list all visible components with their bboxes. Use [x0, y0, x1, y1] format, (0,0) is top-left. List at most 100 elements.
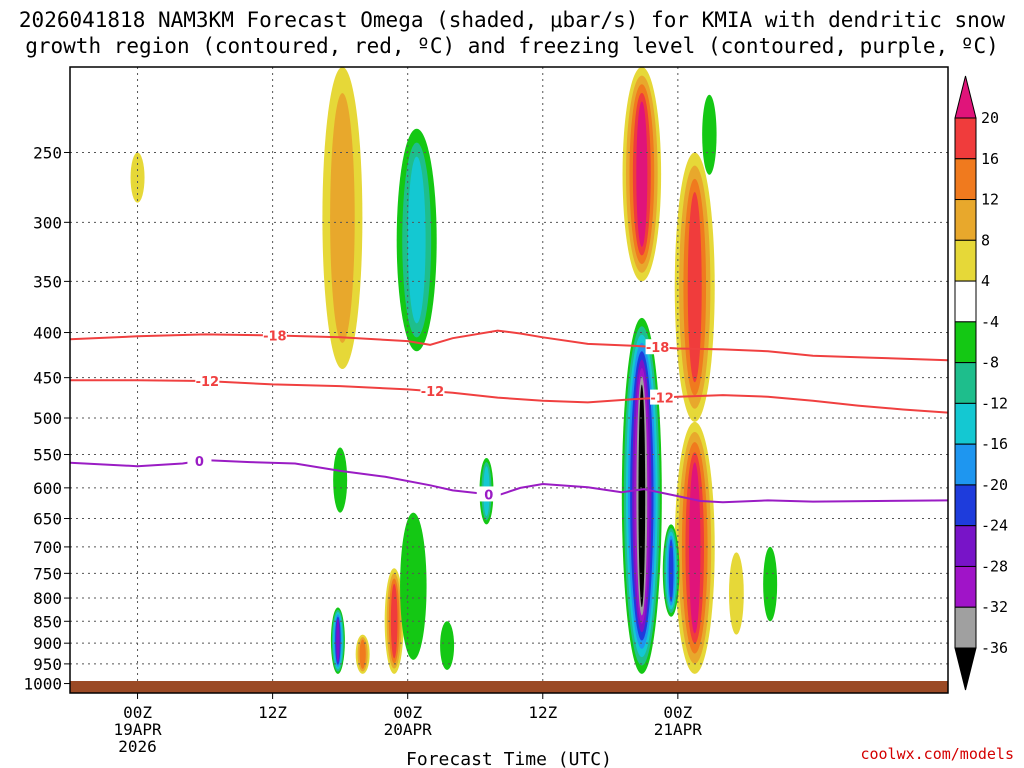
omega-feature-12 — [674, 152, 715, 422]
y-tick-750: 750 — [33, 564, 62, 583]
omega-feature-16 — [728, 552, 744, 635]
omega-level--22 — [668, 539, 674, 602]
colorbar-tick-16: 16 — [981, 150, 999, 168]
credit-label: coolwx.com/models — [860, 745, 1014, 763]
x-tick-0-line-2: 2026 — [118, 737, 157, 756]
omega-level--14 — [407, 156, 426, 324]
freezing-level-0-label-1: 0 — [484, 488, 493, 503]
x-axis-label: Forecast Time (UTC) — [406, 749, 612, 768]
colorbar-tick--12: -12 — [981, 394, 1008, 412]
colorbar-tick--4: -4 — [981, 313, 999, 331]
pressure-axis: 250 300 350 400 450 500 550 600 650 700 750 800 850 9… — [23, 143, 70, 694]
y-tick-600: 600 — [33, 479, 62, 498]
freezing-level-0-line — [70, 459, 948, 504]
omega-feature-17 — [763, 546, 778, 622]
omega-level-14 — [359, 639, 366, 669]
omega-feature-8 — [440, 621, 455, 670]
colorbar-level--28 — [954, 525, 977, 567]
colorbar-tick--8: -8 — [981, 354, 999, 372]
dgz-minus-12-label-bg-0 — [195, 373, 220, 389]
y-tick-900: 900 — [33, 634, 62, 653]
colorbar-tick-12: 12 — [981, 191, 999, 209]
ground-surface — [70, 681, 948, 693]
chart-title-line-1: 2026041818 NAM3KM Forecast Omega (shaded… — [19, 8, 1006, 32]
colorbar-level-12 — [954, 158, 977, 201]
dgz-minus-18-label-0: -18 — [263, 329, 287, 344]
y-tick-700: 700 — [33, 538, 62, 557]
dgz-minus-12-label-2: -12 — [650, 392, 674, 407]
colorbar-tick--24: -24 — [981, 517, 1008, 535]
omega-feature-15 — [702, 94, 717, 175]
omega-level-6 — [728, 552, 744, 635]
colorbar-level-8 — [954, 199, 977, 241]
y-tick-650: 650 — [33, 510, 62, 529]
x-tick-0-line-1: 19APR — [113, 720, 162, 739]
x-tick-0-line-0: 00Z — [123, 703, 152, 722]
colorbar-level--12 — [954, 362, 977, 404]
omega-feature-2 — [396, 128, 437, 352]
colorbar-level-20 — [954, 75, 977, 119]
x-tick-24-line-1: 20APR — [384, 720, 433, 739]
plot-frame — [69, 66, 949, 694]
omega-feature-6 — [355, 634, 370, 674]
y-tick-950: 950 — [33, 655, 62, 674]
colorbar-level--4 — [954, 280, 977, 323]
y-tick-250: 250 — [33, 143, 62, 162]
colorbar-tick--32: -32 — [981, 598, 1008, 616]
chart-title-line-2: growth region (contoured, red, ºC) and f… — [25, 34, 999, 58]
x-tick-12-line-0: 12Z — [258, 703, 287, 722]
omega-level--6 — [763, 546, 778, 622]
omega-level--6 — [400, 512, 427, 660]
colorbar: 20 16 12 8 4 -4 -8 -12 -16 -20 -24 -28 -32 -36 — [954, 75, 1008, 691]
omega-feature-13 — [674, 421, 715, 674]
colorbar-level--8 — [954, 321, 977, 364]
x-tick-48-line-0: 00Z — [663, 703, 692, 722]
y-tick-400: 400 — [33, 324, 62, 343]
omega-shading-layer — [130, 67, 778, 674]
colorbar-tick--28: -28 — [981, 557, 1008, 575]
omega-level-6 — [130, 152, 145, 203]
colorbar-level--16 — [954, 402, 977, 445]
omega-level--6 — [702, 94, 717, 175]
colorbar-level--32 — [954, 565, 977, 608]
dgz-minus-18-label-1: -18 — [646, 341, 670, 356]
omega-feature-3 — [333, 447, 348, 513]
dgz-minus-12-label-0: -12 — [196, 375, 220, 390]
dgz-minus-12-label-1: -12 — [421, 385, 445, 400]
x-tick-36-line-0: 12Z — [528, 703, 557, 722]
omega-level--6 — [440, 621, 455, 670]
y-tick-500: 500 — [33, 409, 62, 428]
freezing-level-0-label-0: 0 — [195, 455, 204, 470]
omega-level-18 — [687, 192, 702, 383]
omega-feature-7 — [400, 512, 427, 660]
omega-level-22 — [636, 101, 648, 247]
x-tick-24-line-0: 00Z — [393, 703, 422, 722]
dgz-minus-18-label-bg-0 — [262, 327, 287, 343]
freezing-level-0-label-bg-0 — [187, 452, 212, 468]
dgz-minus-12-label-bg-1 — [420, 383, 445, 399]
omega-feature-10 — [622, 67, 662, 282]
y-tick-550: 550 — [33, 446, 62, 465]
colorbar-level--36 — [954, 606, 977, 649]
colorbar-level-16 — [954, 117, 977, 160]
dgz-minus-12-line — [70, 379, 948, 414]
dgz-minus-18-label-bg-1 — [645, 339, 670, 355]
colorbar-tick-8: 8 — [981, 231, 990, 249]
omega-feature-11 — [621, 317, 662, 674]
omega-level--38 — [638, 384, 646, 608]
colorbar-tick-20: 20 — [981, 109, 999, 127]
dgz-minus-12-label-bg-2 — [650, 389, 675, 405]
y-tick-450: 450 — [33, 369, 62, 388]
omega-feature-0 — [130, 152, 145, 203]
y-tick-300: 300 — [33, 213, 62, 232]
omega-level-10 — [330, 93, 355, 343]
omega-feature-14 — [662, 524, 680, 617]
colorbar-level--24 — [954, 484, 977, 527]
freezing-level-0-label-bg-1 — [476, 486, 501, 502]
omega-level--6 — [333, 447, 348, 513]
colorbar-tick--36: -36 — [981, 639, 1008, 657]
colorbar-level-4 — [954, 239, 977, 282]
omega-feature-4 — [330, 607, 345, 674]
